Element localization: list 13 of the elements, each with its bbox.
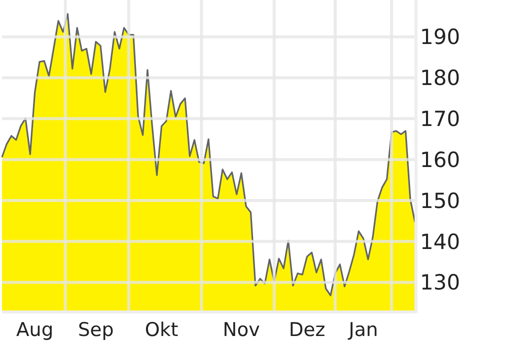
y-tick-label: 160 [420, 148, 460, 172]
x-tick-label: Nov [222, 319, 260, 341]
y-tick-label: 190 [420, 25, 460, 50]
x-tick-label: Dez [288, 319, 326, 341]
x-tick-label: Jan [348, 319, 378, 341]
y-tick-label: 140 [420, 230, 460, 254]
x-tick-label: Aug [16, 319, 54, 341]
y-tick-label: 180 [420, 66, 460, 90]
x-tick-label: Sep [78, 319, 114, 341]
y-tick-label: 150 [420, 188, 460, 213]
y-tick-label: 130 [420, 270, 460, 295]
x-tick-label: Okt [144, 319, 178, 341]
y-tick-label: 170 [420, 107, 460, 132]
